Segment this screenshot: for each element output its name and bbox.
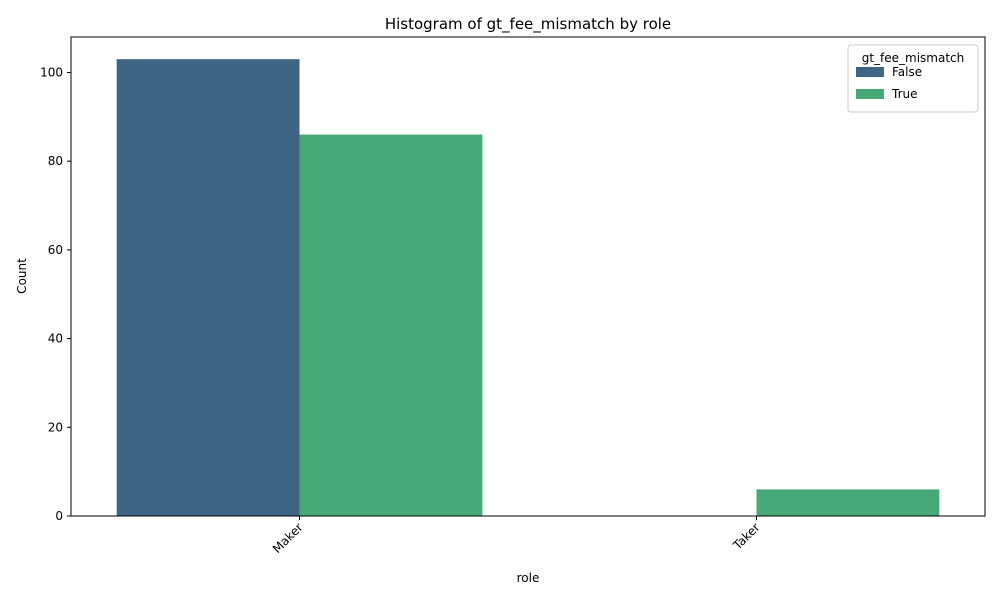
bar-false-maker	[116, 59, 300, 516]
y-tick-label: 40	[48, 332, 63, 346]
x-tick-label-maker: Maker	[270, 520, 306, 556]
y-axis-label: Count	[15, 258, 29, 294]
y-tick-label: 100	[40, 65, 63, 79]
legend-swatch-true	[856, 89, 884, 99]
y-tick-label: 80	[48, 154, 63, 168]
x-tick-label-taker: Taker	[730, 520, 763, 553]
legend-swatch-false	[856, 67, 884, 77]
bars-group	[116, 59, 940, 516]
y-axis: 0 20 40 60 80 100	[40, 65, 71, 523]
legend-title: gt_fee_mismatch	[862, 51, 965, 65]
legend-label-true: True	[891, 87, 918, 101]
legend: gt_fee_mismatch False True	[847, 44, 979, 113]
bar-true-taker	[756, 489, 940, 516]
x-axis: Maker Taker	[270, 516, 763, 556]
plot-frame	[70, 36, 986, 517]
y-tick-label: 0	[55, 509, 63, 523]
y-tick-label: 20	[48, 420, 63, 434]
legend-items: False True	[856, 65, 922, 101]
chart-title: Histogram of gt_fee_mismatch by role	[385, 15, 671, 34]
bar-true-maker	[299, 134, 483, 516]
y-tick-label: 60	[48, 243, 63, 257]
x-axis-label: role	[517, 571, 540, 585]
legend-label-false: False	[892, 65, 922, 79]
